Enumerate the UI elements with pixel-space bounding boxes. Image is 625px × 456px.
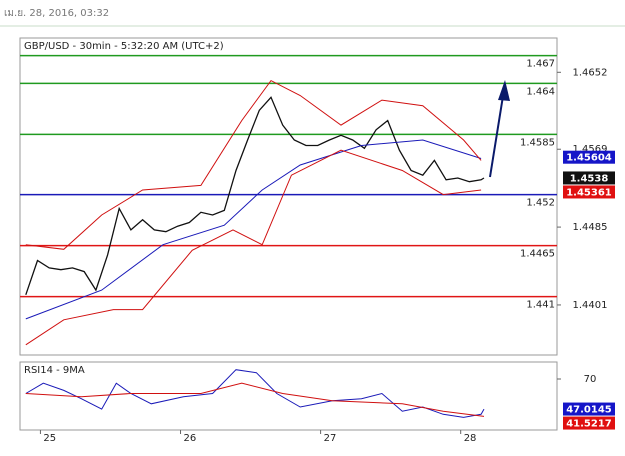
level-label: 1.4585 [520,137,555,148]
series-line [25,96,485,296]
price-box-label: 1.45604 [566,153,612,164]
y-tick-label: 70 [584,374,597,385]
panel-frame [19,37,558,356]
panel-frame [19,361,558,431]
price-box-label: 47.0145 [566,405,612,416]
price-box-label: 1.4538 [570,173,609,184]
x-tick-label: 26 [184,433,197,444]
x-tick-label: 25 [43,433,56,444]
series-line [25,149,482,346]
level-label: 1.4465 [520,249,555,260]
series-line [25,382,485,417]
price-box [563,185,615,199]
timestamp: เม.ย. 28, 2016, 03:32 [4,8,109,19]
forecast-arrow [489,80,510,178]
panel-title: RSI14 - 9MA [24,365,85,376]
panel-title: GBP/USD - 30min - 5:32:20 AM (UTC+2) [24,41,224,52]
y-tick-label: 1.4401 [573,300,608,311]
series-line [25,139,482,320]
level-label: 1.441 [526,300,555,311]
series-line [25,369,485,418]
price-box [563,171,615,185]
level-label: 1.452 [526,198,555,209]
level-label: 1.464 [526,86,555,97]
price-box [563,150,615,164]
x-tick-label: 28 [464,433,477,444]
y-tick-label: 1.4652 [573,67,608,78]
y-tick-label: 1.4569 [573,144,608,155]
price-box [563,402,615,416]
price-box-label: 1.45361 [566,187,612,198]
price-box-label: 41.5217 [566,419,612,430]
price-box [563,416,615,430]
y-tick-label: 1.4485 [573,222,608,233]
x-tick-label: 27 [324,433,337,444]
level-label: 1.467 [526,59,555,70]
series-line [25,79,482,250]
